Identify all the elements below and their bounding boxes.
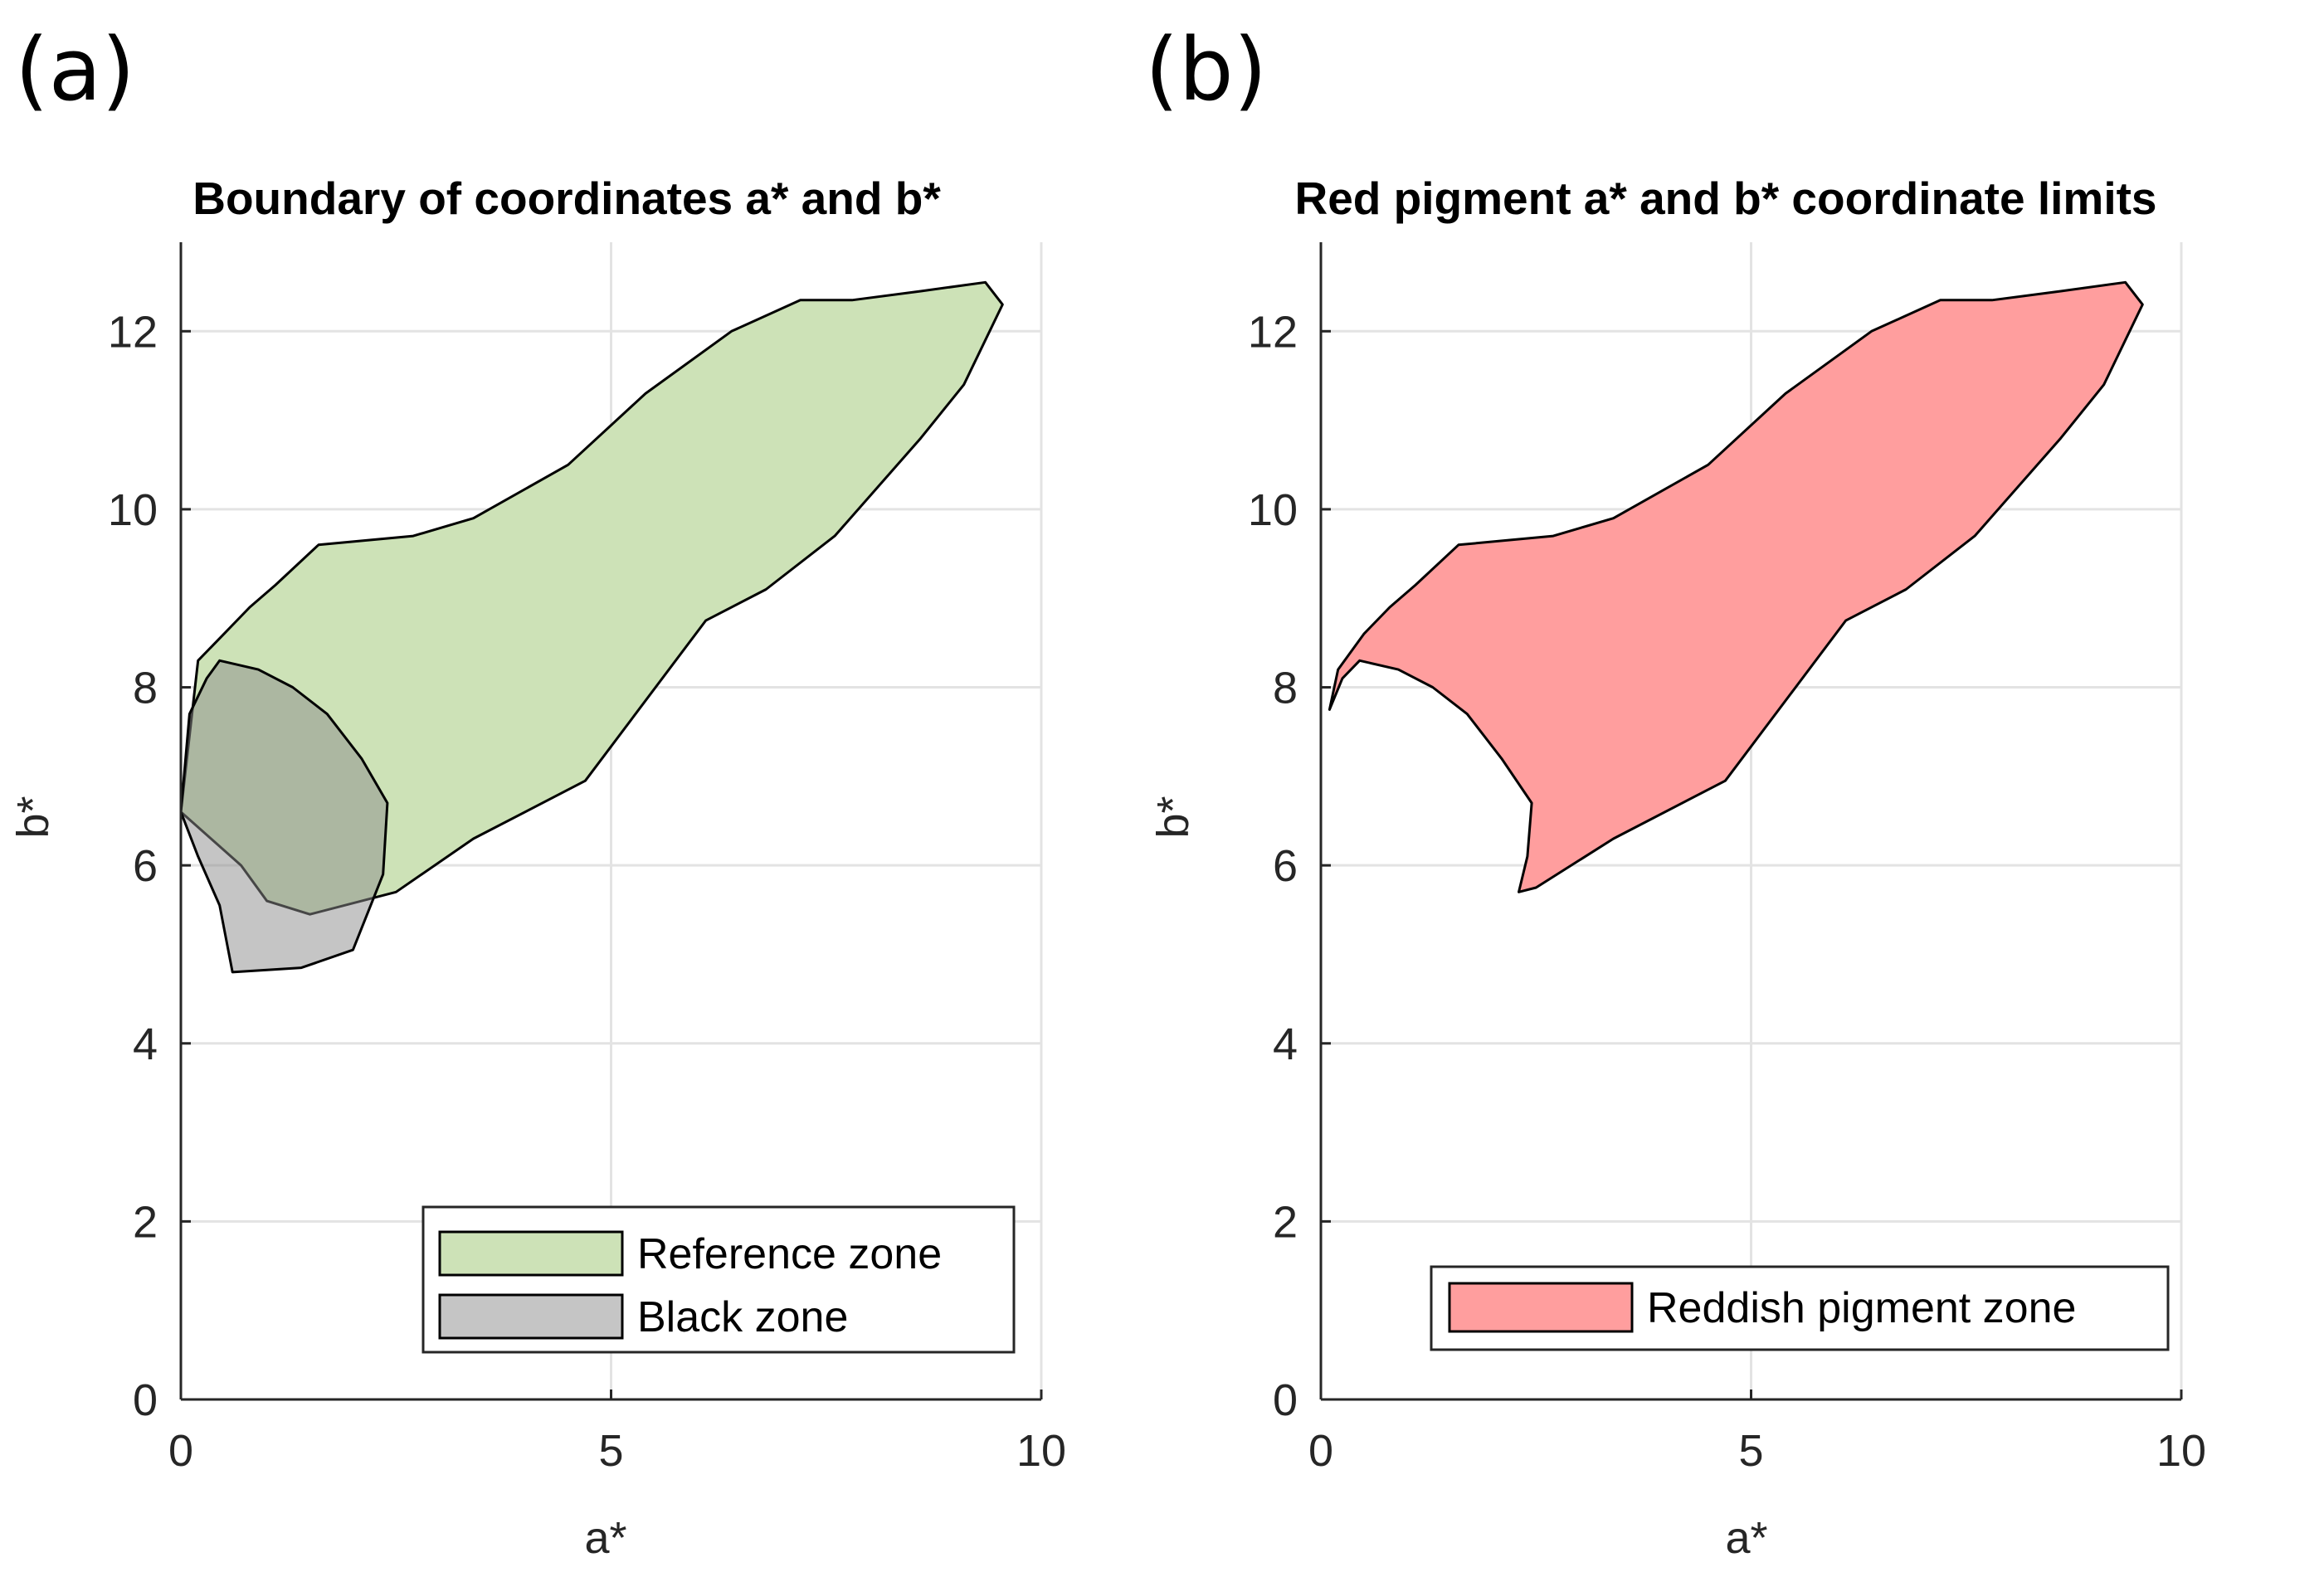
panel-a: (a) Boundary of coordinates a* and b* 0 5… [8,19,1066,1563]
x-tick-label-0-b: 0 [1308,1426,1333,1476]
y-tick-label-0-a: 0 [133,1375,158,1425]
y-tick-label-4-b: 4 [1273,1020,1298,1069]
y-tick-label-6-b: 6 [1273,841,1298,891]
x-tick-label-10-a: 10 [1016,1426,1066,1476]
legend-label-reference-zone-a: Reference zone [637,1230,942,1278]
panel-label-b: (b) [1145,19,1267,120]
panel-label-a: (a) [15,19,135,120]
zone-reddish-pigment-zone-b [1328,280,2144,893]
ticks-a: 0 5 10 0 2 4 6 8 10 12 [108,307,1066,1476]
legend-swatch-reference-zone-a [438,1230,624,1277]
y-tick-label-2-a: 2 [133,1197,158,1247]
x-axis-label-a: a* [584,1513,626,1563]
chart-title-a: Boundary of coordinates a* and b* [192,173,941,224]
y-tick-label-12-b: 12 [1248,307,1298,357]
chart-title-b: Red pigment a* and b* coordinate limits [1294,173,2156,224]
y-tick-label-10-b: 10 [1248,485,1298,535]
y-tick-label-12-a: 12 [108,307,158,357]
x-axis-label-b: a* [1725,1513,1767,1563]
y-tick-label-4-a: 4 [133,1020,158,1069]
x-tick-label-5-a: 5 [598,1426,623,1476]
y-tick-label-10-a: 10 [108,485,158,535]
x-tick-label-0-a: 0 [168,1426,193,1476]
legend-b: Reddish pigment zone [1430,1265,2170,1351]
y-tick-label-8-a: 8 [133,664,158,713]
panel-b: (b) Red pigment a* and b* coordinate lim… [1145,19,2206,1563]
x-tick-label-5-b: 5 [1738,1426,1763,1476]
legend-swatch-black-zone-a [438,1293,624,1340]
zones-a [179,280,1004,974]
y-tick-label-2-b: 2 [1273,1197,1298,1247]
legend-label-reddish-pigment-zone-b: Reddish pigment zone [1647,1284,2076,1332]
y-tick-label-8-b: 8 [1273,664,1298,713]
y-axis-label-a: b* [8,796,58,838]
y-tick-label-6-a: 6 [133,841,158,891]
zones-b [1328,280,2144,893]
ticks-b: 0 5 10 0 2 4 6 8 10 12 [1248,307,2206,1476]
legend-swatch-reddish-pigment-zone-b [1448,1282,1634,1333]
legend-a: Reference zone Black zone [421,1205,1016,1354]
legend-label-black-zone-a: Black zone [637,1293,848,1341]
y-tick-label-0-b: 0 [1273,1375,1298,1425]
y-axis-label-b: b* [1148,796,1198,838]
zone-black-zone-a [179,659,389,974]
x-tick-label-10-b: 10 [2156,1426,2206,1476]
